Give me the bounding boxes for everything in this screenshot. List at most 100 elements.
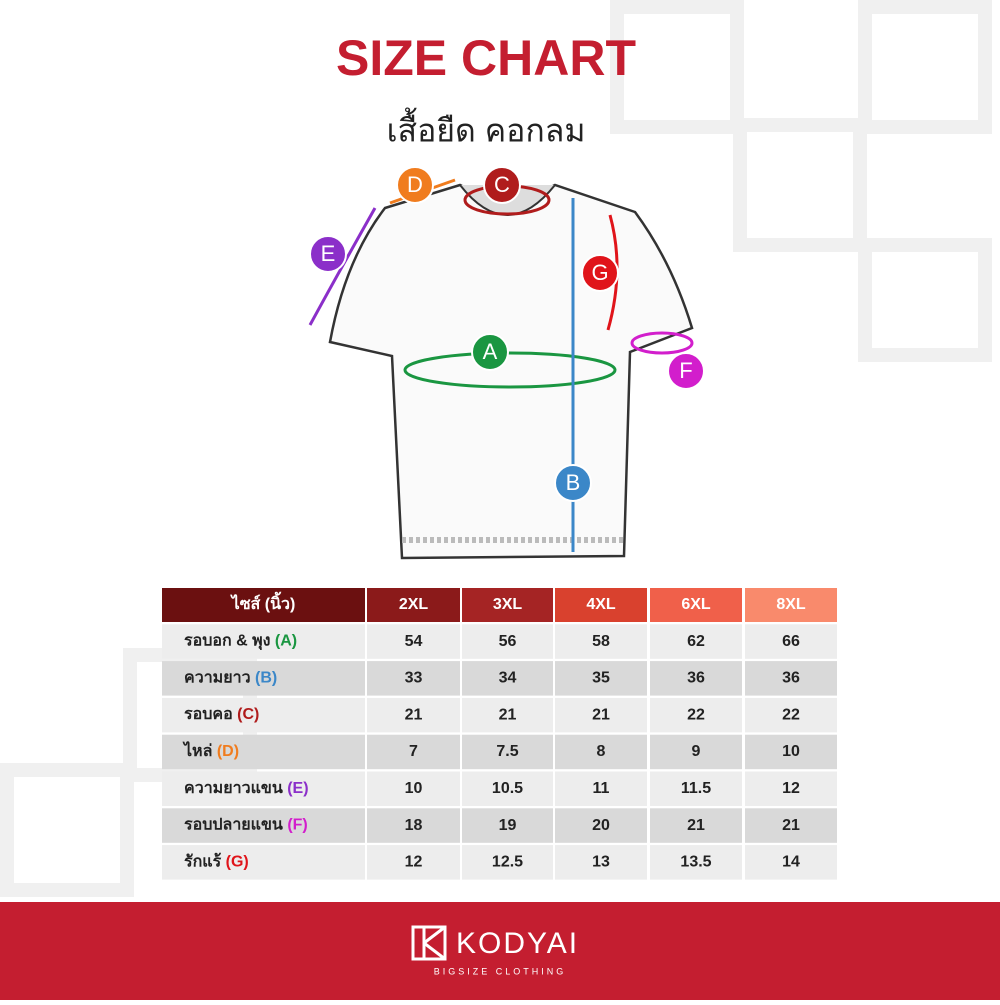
value: 58	[592, 633, 610, 650]
size-label: 4XL	[586, 596, 616, 613]
row-label-cell	[162, 771, 365, 806]
value: 36	[687, 670, 705, 687]
value-cell	[367, 845, 460, 880]
value: 62	[687, 633, 705, 650]
value: 36	[782, 670, 800, 687]
tshirt	[328, 183, 694, 560]
size-label: 3XL	[493, 596, 523, 613]
header-cell	[745, 588, 837, 622]
value-cell	[367, 808, 460, 843]
value: 10	[405, 780, 423, 797]
value-cell	[462, 624, 553, 659]
row-label-text: ไหล่	[182, 741, 212, 760]
value: 33	[405, 670, 423, 687]
value-cell	[650, 808, 742, 843]
marker-circle	[396, 166, 434, 204]
row-label: รอบอก & พุง (A)	[184, 633, 297, 651]
row-code: (F)	[283, 817, 308, 834]
value-cell	[745, 624, 837, 659]
header-cell	[367, 588, 460, 622]
value-cell	[555, 771, 647, 806]
value-cell	[462, 661, 553, 696]
marker-letter: A	[483, 339, 498, 364]
value: 56	[499, 633, 517, 650]
row-code: (E)	[283, 780, 309, 797]
value: 13	[592, 854, 610, 871]
header-cell	[650, 588, 742, 622]
marker-letter: E	[321, 241, 336, 266]
row-label-cell	[162, 661, 365, 696]
value-cell	[367, 771, 460, 806]
marker-letter: C	[494, 172, 510, 197]
value-cell	[745, 771, 837, 806]
row-label-cell	[162, 734, 365, 770]
value: 10	[782, 743, 800, 760]
value: 14	[782, 854, 800, 871]
size-label: 8XL	[776, 596, 806, 613]
brand-tagline: BIGSIZE CLOTHING	[434, 966, 567, 976]
row-label: รอบคอ (C)	[184, 706, 259, 723]
size-label: 6XL	[681, 596, 711, 613]
row-label-text: รอบปลายแขน	[184, 817, 283, 834]
row-label-text: ความยาว	[184, 670, 251, 687]
value: 18	[405, 817, 423, 834]
value: 54	[405, 633, 423, 650]
value-cell	[462, 845, 553, 880]
value-cell	[367, 734, 460, 770]
value: 7	[409, 743, 418, 760]
value-cell	[745, 845, 837, 880]
value-cell	[650, 771, 742, 806]
value: 22	[782, 706, 800, 723]
marker-circle	[309, 235, 347, 273]
value: 8	[597, 743, 606, 760]
footer-band	[0, 902, 1000, 1000]
value-cell	[462, 808, 553, 843]
value: 12	[782, 780, 800, 797]
value: 12.5	[492, 854, 523, 871]
row-label-text: รอบอก & พุง	[184, 633, 270, 651]
row-label-cell	[162, 808, 365, 843]
value: 34	[499, 670, 517, 687]
value-cell	[555, 808, 647, 843]
row-label-text: ความยาวแขน	[184, 780, 283, 797]
row-label: ไหล่ (D)	[182, 741, 239, 760]
value: 66	[782, 633, 800, 650]
value-cell	[462, 697, 553, 733]
value: 7.5	[496, 743, 518, 760]
row-code: (D)	[212, 743, 239, 760]
header-cell	[555, 588, 647, 622]
marker-circle	[483, 166, 521, 204]
value-cell	[745, 661, 837, 696]
value: 19	[499, 817, 517, 834]
value: 12	[405, 854, 423, 871]
value: 11.5	[681, 780, 711, 797]
background-pattern	[0, 0, 992, 897]
row-code: (A)	[270, 633, 297, 650]
value-cell	[650, 661, 742, 696]
row-label-text: รอบคอ	[184, 706, 233, 723]
header-cell	[162, 588, 365, 622]
row-label-cell	[162, 845, 365, 880]
value-cell	[462, 771, 553, 806]
row-label: รอบปลายแขน (F)	[184, 817, 308, 834]
value-cell	[745, 734, 837, 770]
marker-circle	[554, 464, 592, 502]
value-cell	[555, 697, 647, 733]
subtitle: เสื้อยืด คอกลม	[387, 107, 586, 148]
value-cell	[462, 734, 553, 770]
value-cell	[745, 808, 837, 843]
value: 21	[592, 706, 610, 723]
value-cell	[555, 661, 647, 696]
value-cell	[555, 845, 647, 880]
marker-letter: F	[679, 358, 692, 383]
row-label: ความยาวแขน (E)	[184, 780, 309, 797]
row-label-cell	[162, 624, 365, 659]
value-cell	[650, 734, 742, 770]
marker-letter: B	[566, 470, 581, 495]
value-cell	[555, 734, 647, 770]
value: 9	[692, 743, 701, 760]
marker-circle	[581, 254, 619, 292]
value: 11	[593, 780, 610, 797]
